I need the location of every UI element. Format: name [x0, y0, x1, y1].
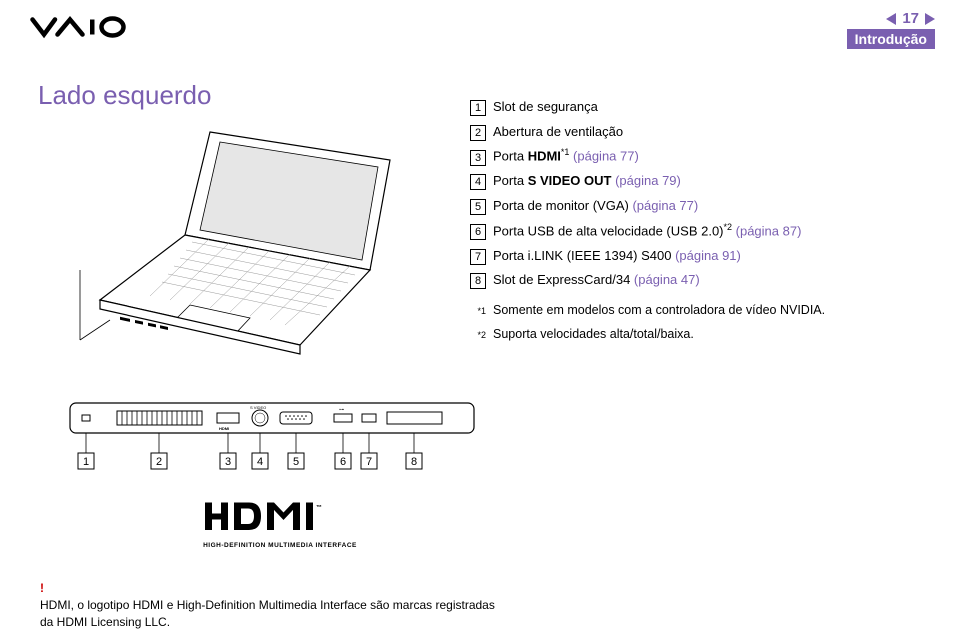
hdmi-logo: ™ HIGH-DEFINITION MULTIMEDIA INTERFACE — [190, 500, 370, 549]
svg-text:6: 6 — [340, 456, 346, 468]
side-view-illustration: HDMI S VIDEO ⊶ 1 2 3 4 — [62, 395, 482, 485]
page-header: 17 Introdução — [847, 10, 935, 49]
vaio-logo — [30, 12, 150, 47]
list-item: 6Porta USB de alta velocidade (USB 2.0)*… — [470, 219, 825, 244]
list-item: 3Porta HDMI*1 (página 77) — [470, 144, 825, 169]
svg-text:HDMI: HDMI — [219, 426, 229, 431]
svg-text:3: 3 — [225, 456, 231, 468]
page-title: Lado esquerdo — [38, 80, 211, 111]
svg-text:⊶: ⊶ — [339, 407, 344, 413]
svg-text:2: 2 — [156, 456, 162, 468]
hdmi-subtitle: HIGH-DEFINITION MULTIMEDIA INTERFACE — [190, 542, 370, 549]
prev-page-icon[interactable] — [886, 13, 896, 25]
svg-text:™: ™ — [316, 504, 322, 511]
warning-icon: ! — [40, 581, 44, 595]
svg-text:4: 4 — [257, 456, 263, 468]
svg-text:7: 7 — [366, 456, 372, 468]
svg-text:5: 5 — [293, 456, 299, 468]
svg-text:1: 1 — [83, 456, 89, 468]
laptop-illustration — [60, 120, 430, 365]
next-page-icon[interactable] — [925, 13, 935, 25]
footer-note: ! HDMI, o logotipo HDMI e High-Definitio… — [40, 580, 540, 630]
list-item: 7Porta i.LINK (IEEE 1394) S400 (página 9… — [470, 244, 825, 269]
list-item: 4Porta S VIDEO OUT (página 79) — [470, 169, 825, 194]
port-list: 1Slot de segurança 2Abertura de ventilaç… — [470, 95, 825, 347]
list-item: 8Slot de ExpressCard/34 (página 47) — [470, 268, 825, 293]
footnote: *1Somente em modelos com a controladora … — [470, 299, 825, 323]
list-item: 1Slot de segurança — [470, 95, 825, 120]
footnote: *2Suporta velocidades alta/total/baixa. — [470, 323, 825, 347]
page-number: 17 — [902, 10, 919, 27]
svg-text:8: 8 — [411, 456, 417, 468]
list-item: 5Porta de monitor (VGA) (página 77) — [470, 194, 825, 219]
list-item: 2Abertura de ventilação — [470, 120, 825, 145]
svg-text:S VIDEO: S VIDEO — [250, 405, 266, 410]
section-title: Introdução — [847, 29, 935, 49]
